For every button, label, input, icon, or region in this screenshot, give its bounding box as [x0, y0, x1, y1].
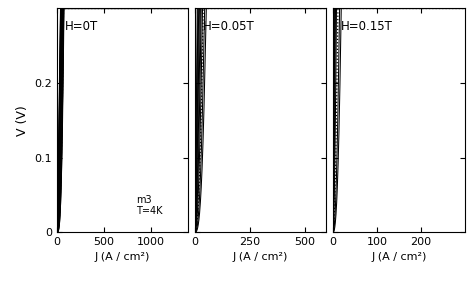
X-axis label: J (A / cm²): J (A / cm²) — [233, 252, 288, 262]
Text: H=0T: H=0T — [65, 20, 98, 33]
Text: H=0.15T: H=0.15T — [341, 20, 393, 33]
Text: m3
T=4K: m3 T=4K — [136, 195, 162, 216]
Text: H=0.05T: H=0.05T — [203, 20, 255, 33]
X-axis label: J (A / cm²): J (A / cm²) — [95, 252, 150, 262]
X-axis label: J (A / cm²): J (A / cm²) — [371, 252, 427, 262]
Y-axis label: V (V): V (V) — [16, 105, 29, 136]
